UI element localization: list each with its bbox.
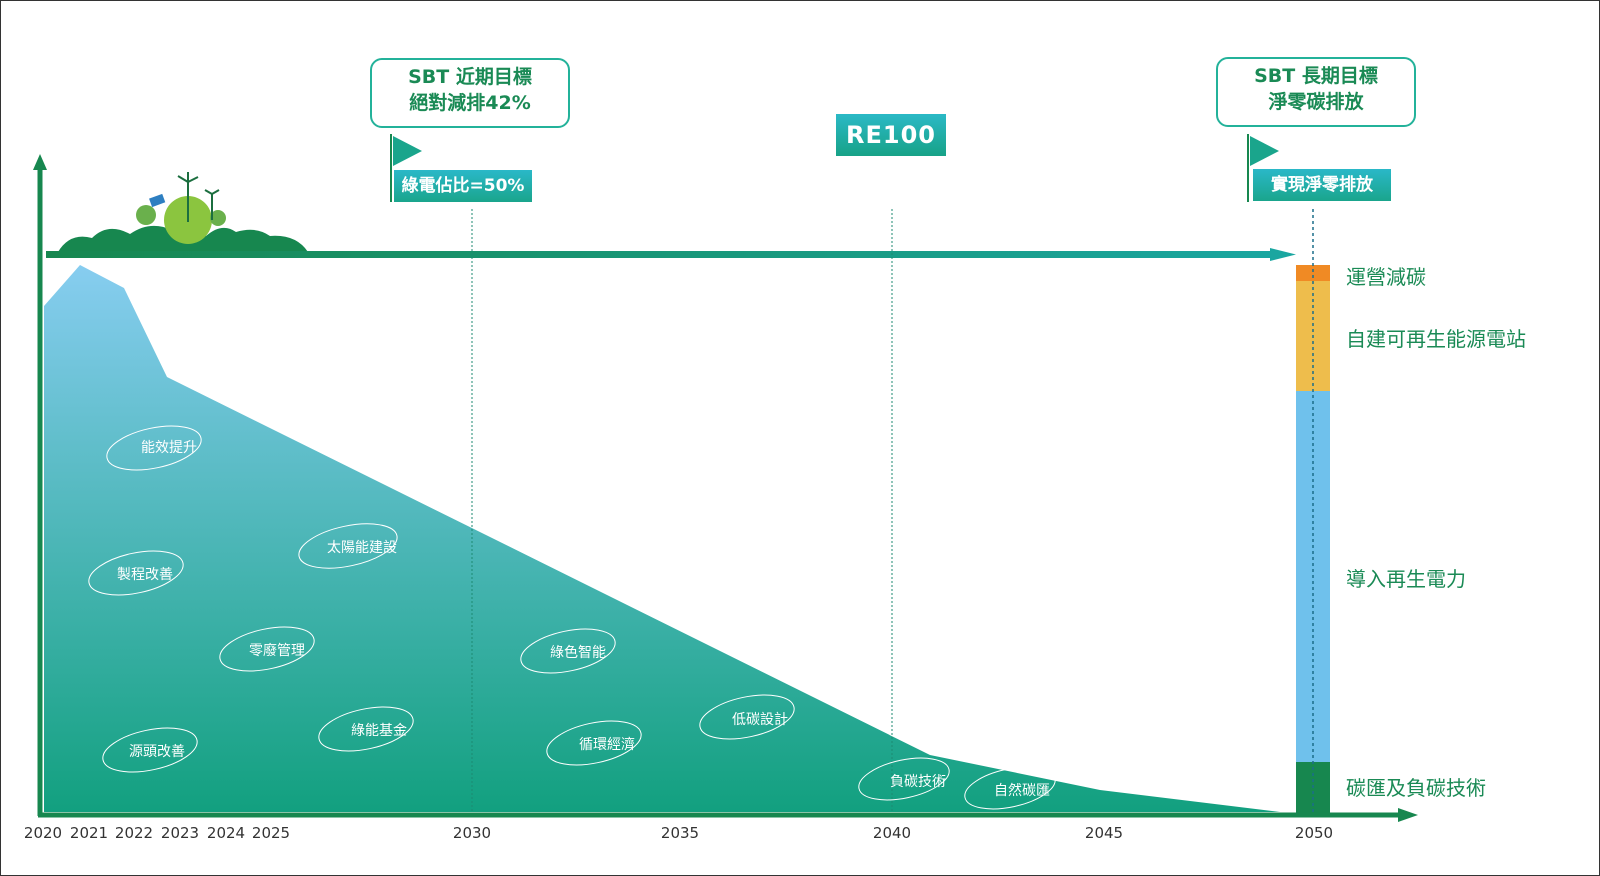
x-tick-label: 2022 (114, 824, 154, 842)
x-tick-label: 2050 (1294, 824, 1334, 842)
strategy-ellipse (298, 523, 398, 569)
x-tick-label: 2025 (251, 824, 291, 842)
eco-landscape-illustration (58, 172, 308, 252)
strategy-ellipse (102, 727, 198, 773)
timeline-bar (46, 251, 1272, 258)
flag-icon (1247, 134, 1279, 202)
strategy-ellipse (964, 766, 1056, 810)
strategy-ellipse (318, 706, 414, 752)
legend-label-renewable-power: 導入再生電力 (1346, 567, 1466, 591)
long-term-title: SBT 長期目標 (1254, 65, 1378, 87)
x-axis-arrowhead (1398, 808, 1418, 822)
strategy-label: 低碳設計 (732, 712, 788, 728)
strategy-ellipse (546, 720, 642, 766)
x-tick-label: 2040 (872, 824, 912, 842)
strategy-label: 能效提升 (141, 440, 197, 456)
near-term-subtitle: 絕對減排42% (409, 92, 531, 114)
strategy-label: 零廢管理 (249, 643, 305, 659)
strategy-ellipse (858, 757, 950, 801)
x-tick-label: 2021 (69, 824, 109, 842)
flag-icon (390, 134, 422, 202)
x-tick-label: 2030 (452, 824, 492, 842)
near-term-target-box: SBT 近期目標 絕對減排42% (370, 58, 570, 128)
strategy-ellipse (88, 550, 184, 596)
x-tick-label: 2045 (1084, 824, 1124, 842)
strategy-label: 負碳技術 (890, 774, 946, 790)
strategy-ellipse (699, 694, 795, 740)
timeline-arrowhead (1270, 248, 1296, 261)
strategy-label: 綠色智能 (550, 645, 606, 661)
long-term-subtitle: 淨零碳排放 (1268, 91, 1364, 113)
strategy-label: 源頭改善 (129, 744, 185, 760)
y-axis-arrowhead (33, 154, 47, 170)
re100-badge: RE100 (836, 114, 946, 156)
strategy-ellipse (106, 425, 202, 471)
x-tick-label: 2023 (160, 824, 200, 842)
strategy-ellipse (520, 628, 616, 674)
near-term-title: SBT 近期目標 (408, 66, 532, 88)
near-term-flag-banner: 綠電佔比=50% (394, 170, 532, 202)
strategy-label: 太陽能建設 (327, 540, 397, 556)
legend-label-operations: 運營減碳 (1346, 265, 1426, 289)
legend-label-self-built-renewables: 自建可再生能源電站 (1346, 327, 1526, 351)
emission-area (44, 265, 1280, 812)
strategy-label: 自然碳匯 (994, 783, 1050, 799)
strategy-label: 循環經濟 (579, 737, 635, 753)
legend-label-carbon-sink: 碳匯及負碳技術 (1346, 776, 1486, 800)
strategy-label: 製程改善 (117, 567, 173, 583)
x-tick-label: 2020 (23, 824, 63, 842)
strategy-ellipse (219, 626, 315, 672)
segment-operations (1296, 265, 1330, 281)
long-term-target-box: SBT 長期目標 淨零碳排放 (1216, 57, 1416, 127)
long-term-flag-banner: 實現淨零排放 (1253, 169, 1391, 201)
x-tick-label: 2024 (206, 824, 246, 842)
x-tick-label: 2035 (660, 824, 700, 842)
strategy-label: 綠能基金 (351, 723, 407, 739)
